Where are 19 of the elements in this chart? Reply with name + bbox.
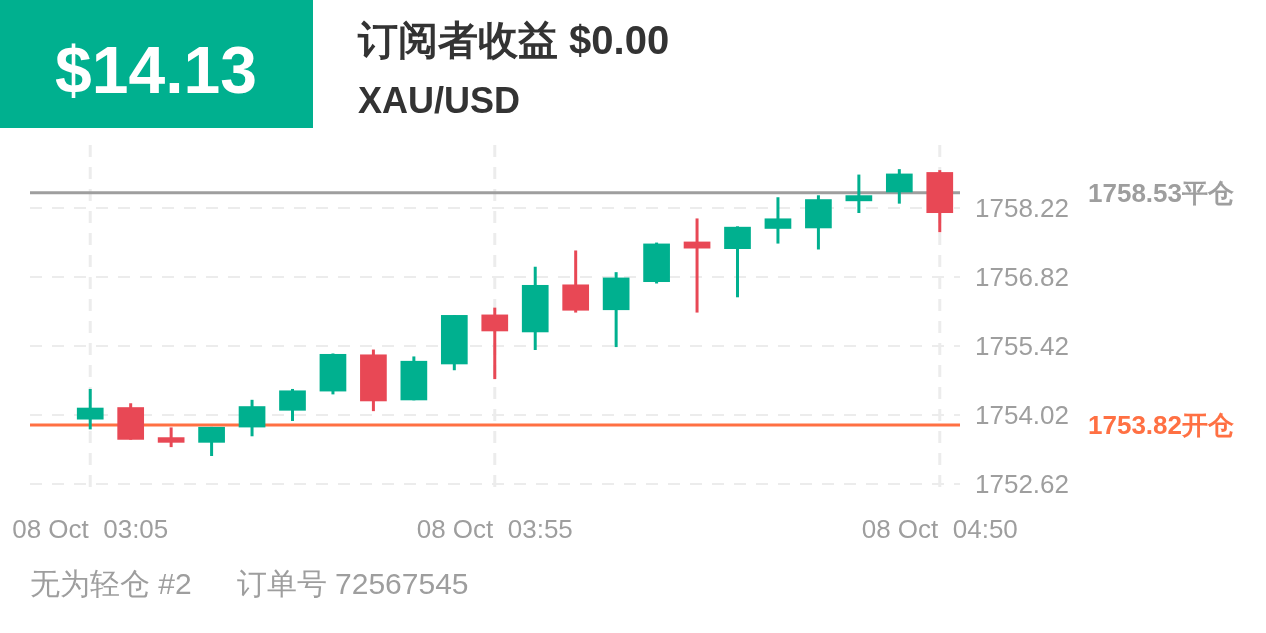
y-tick-label: 1758.22: [975, 193, 1069, 224]
x-tick-label: 08 Oct 04:50: [861, 514, 1018, 544]
y-tick-label: 1752.62: [975, 469, 1069, 500]
candlestick: [845, 174, 873, 214]
x-tick-label: 08 Oct 03:05: [12, 514, 169, 544]
text: $14.13: [55, 33, 257, 107]
candlestick: [157, 427, 185, 449]
y-tick-label: 1754.02: [975, 400, 1069, 431]
candlestick: [683, 218, 711, 313]
ref-line-label: 1758.53平仓: [1088, 177, 1234, 208]
chart-title: 订阅者收益 $0.00: [357, 18, 670, 62]
chart-subtitle: XAU/USD: [358, 80, 521, 121]
text: 订单号 72567545: [236, 567, 469, 600]
y-tick-label: 1756.82: [975, 262, 1069, 293]
y-tick-label: 1755.42: [975, 331, 1069, 362]
text: 无为轻仓 #2: [30, 567, 192, 600]
candlestick: [764, 197, 792, 244]
x-tick-label: 08 Oct 03:55: [416, 514, 573, 544]
ref-line-label: 1753.82开仓: [1088, 409, 1234, 440]
